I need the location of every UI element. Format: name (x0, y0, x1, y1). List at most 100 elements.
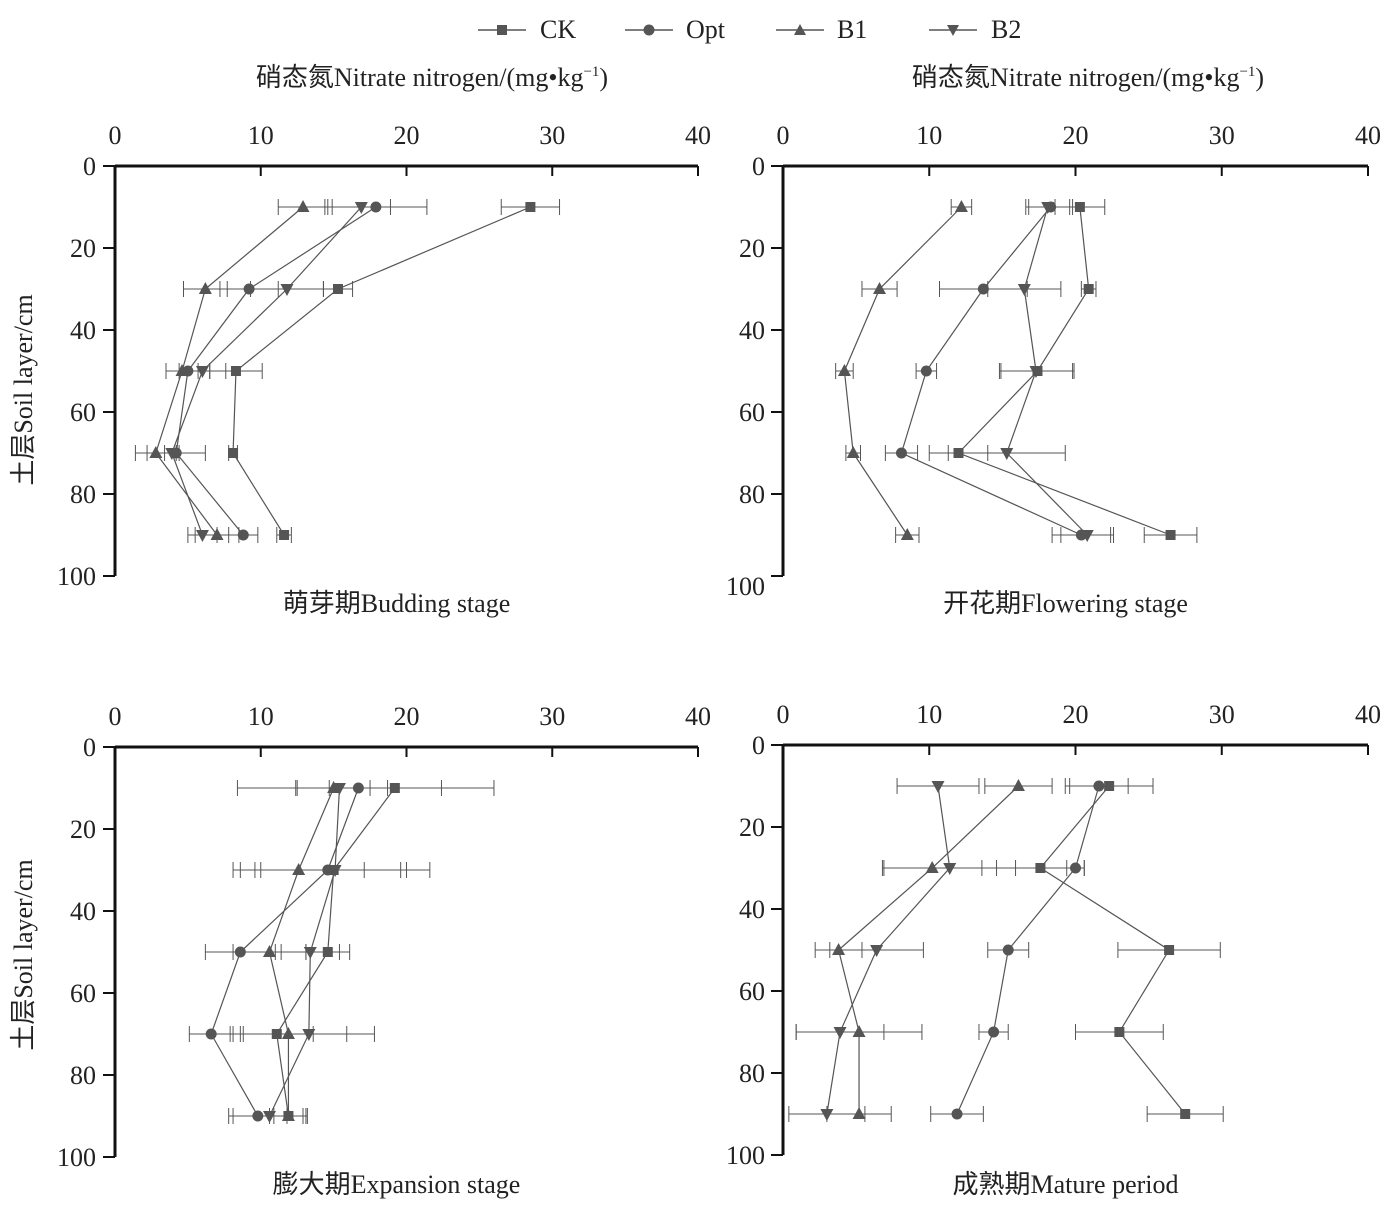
legend-marker-square (497, 25, 507, 35)
y-tick-label: 20 (739, 234, 765, 263)
x-tick-label: 40 (685, 121, 711, 150)
series-opt (884, 199, 1112, 543)
point-opt (1070, 862, 1081, 874)
x-tick-label: 0 (109, 121, 122, 150)
y-tick-label: 60 (739, 398, 765, 427)
y-tick-label: 20 (70, 234, 96, 263)
point-opt (1002, 944, 1014, 956)
panel-title: 膨大期Expansion stage (273, 1170, 521, 1199)
y-tick-label: 0 (83, 152, 96, 181)
point-opt (977, 283, 989, 295)
y-axis-title-bottom: 土层Soil layer/cm (9, 859, 38, 1050)
point-b2 (165, 448, 179, 460)
x-tick-label: 30 (1209, 121, 1235, 150)
series-b1 (835, 199, 973, 543)
point-b2 (1080, 530, 1094, 542)
point-ck (1083, 284, 1094, 294)
y-tick-label: 100 (57, 562, 96, 591)
x-tick-label: 40 (685, 702, 711, 731)
legend-marker-triangle-up (794, 24, 806, 35)
x-axis-title-left: 硝态氮Nitrate nitrogen/(mg•kg−1) (256, 63, 608, 92)
x-tick-label: 0 (109, 702, 122, 731)
point-b1 (837, 364, 851, 376)
y-tick-label: 0 (83, 733, 96, 762)
y-tick-label: 80 (739, 480, 765, 509)
point-opt (1093, 780, 1105, 792)
panel-mature: 0 10 20 30 40 0 20 40 60 80 100 成熟期Mature period (726, 700, 1381, 1199)
x-tick-label: 20 (394, 702, 420, 731)
point-ck (1164, 945, 1175, 955)
x-tick-label: 10 (248, 702, 274, 731)
point-opt (988, 1026, 1000, 1038)
panel-budding: 0 10 20 30 40 0 20 40 60 80 100 萌芽期Budding stage (57, 121, 711, 618)
y-tick-label: 80 (739, 1059, 765, 1088)
x-tick-label: 30 (1209, 700, 1235, 729)
point-ck (1114, 1027, 1125, 1037)
point-ck (230, 366, 241, 376)
point-opt (243, 283, 255, 295)
point-b2 (302, 1029, 316, 1041)
point-ck (1180, 1109, 1191, 1119)
point-ck (1035, 863, 1046, 873)
point-b2 (195, 530, 209, 542)
point-b1 (954, 200, 968, 212)
legend-label-b2: B2 (991, 15, 1021, 44)
point-b1 (925, 861, 939, 873)
series-ck (209, 199, 561, 543)
y-tick-label: 60 (739, 977, 765, 1006)
point-b2 (354, 202, 368, 214)
x-tick-label: 20 (394, 121, 420, 150)
x-axis-title-right: 硝态氮Nitrate nitrogen/(mg•kg−1) (912, 63, 1264, 92)
series-b2 (947, 199, 1115, 543)
point-opt (895, 447, 907, 459)
y-tick-label: 100 (726, 572, 765, 601)
point-b1 (296, 200, 310, 212)
legend-label-b1: B1 (837, 15, 867, 44)
point-b1 (832, 943, 846, 955)
series-b2 (164, 199, 391, 543)
point-b1 (262, 945, 276, 957)
series-ck (996, 778, 1224, 1122)
point-ck (1074, 202, 1085, 212)
x-tick-label: 10 (916, 121, 942, 150)
point-b1 (900, 528, 914, 540)
y-tick-label: 20 (739, 813, 765, 842)
point-ck (279, 530, 290, 540)
point-b1 (1011, 779, 1025, 791)
point-opt (920, 365, 932, 377)
y-tick-label: 80 (70, 480, 96, 509)
point-b1 (198, 282, 212, 294)
point-b2 (328, 865, 342, 877)
x-tick-label: 10 (248, 121, 274, 150)
legend: CK Opt B1 B2 (478, 15, 1021, 44)
legend-entry-ck: CK (478, 15, 576, 44)
x-tick-label: 0 (777, 700, 790, 729)
point-b1 (149, 446, 163, 458)
series-line-b1 (843, 206, 962, 536)
legend-entry-opt: Opt (625, 15, 726, 44)
panel-title: 成熟期Mature period (952, 1170, 1178, 1199)
panel-flowering: 0 10 20 30 40 0 20 40 60 80 100 开花期Flowering stage (726, 121, 1381, 618)
y-tick-label: 60 (70, 979, 96, 1008)
y-tick-label: 40 (70, 316, 96, 345)
series-line-ck (232, 206, 531, 536)
point-b2 (1029, 366, 1043, 378)
point-opt (237, 529, 249, 541)
point-b1 (281, 1027, 295, 1039)
point-opt (205, 1028, 217, 1040)
y-tick-label: 40 (739, 895, 765, 924)
point-b1 (292, 863, 306, 875)
panel-title: 萌芽期Budding stage (283, 589, 511, 618)
point-b2 (833, 1027, 847, 1039)
y-tick-label: 40 (70, 897, 96, 926)
x-tick-label: 10 (916, 700, 942, 729)
legend-label-opt: Opt (686, 15, 726, 44)
panel-title: 开花期Flowering stage (943, 589, 1188, 618)
point-b2 (280, 284, 294, 296)
y-tick-label: 100 (57, 1143, 96, 1172)
x-tick-label: 20 (1063, 121, 1089, 150)
legend-label-ck: CK (540, 15, 576, 44)
y-tick-label: 20 (70, 815, 96, 844)
series-b2 (788, 778, 1017, 1122)
point-b2 (195, 366, 209, 378)
